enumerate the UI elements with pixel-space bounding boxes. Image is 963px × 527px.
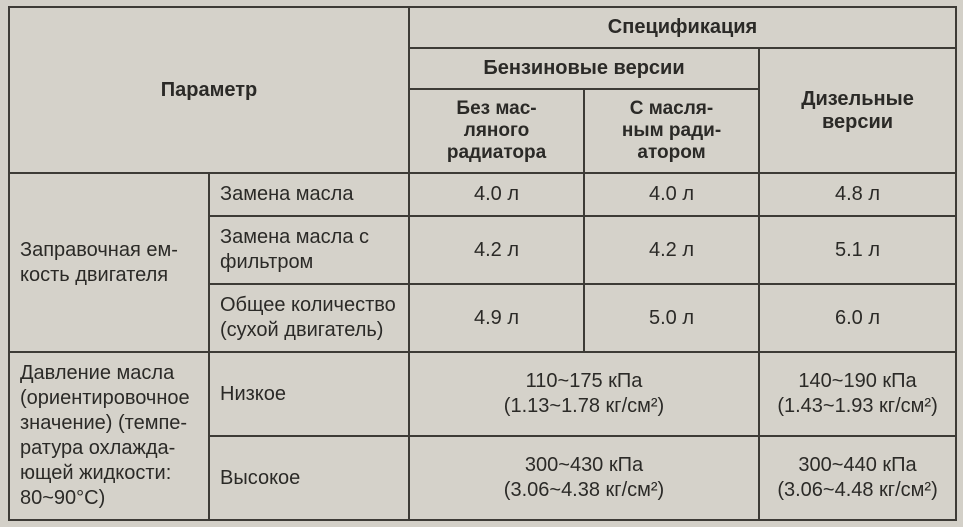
cell-value: 4.2 л xyxy=(409,216,584,284)
table-header-row: Параметр Спецификация xyxy=(9,7,956,48)
table-row: Давление масла(ориентировочноезначение) … xyxy=(9,352,956,436)
row-label: Замена масла xyxy=(209,173,409,216)
header-with-radiator: С масля-ным ради-атором xyxy=(584,89,759,173)
spec-table: Параметр Спецификация Бензиновые версии … xyxy=(8,6,957,521)
table-row: Заправочная ем-кость двигателя Замена ма… xyxy=(9,173,956,216)
row-label: Высокое xyxy=(209,436,409,520)
header-specification: Спецификация xyxy=(409,7,956,48)
cell-value: 300~430 кПа(3.06~4.38 кг/см²) xyxy=(409,436,759,520)
row-label: Низкое xyxy=(209,352,409,436)
group1-title: Заправочная ем-кость двигателя xyxy=(9,173,209,352)
header-parameter: Параметр xyxy=(9,7,409,173)
header-petrol: Бензиновые версии xyxy=(409,48,759,89)
cell-value: 4.0 л xyxy=(409,173,584,216)
cell-value: 300~440 кПа(3.06~4.48 кг/см²) xyxy=(759,436,956,520)
row-label: Замена масла сфильтром xyxy=(209,216,409,284)
group2-title: Давление масла(ориентировочноезначение) … xyxy=(9,352,209,520)
cell-value: 110~175 кПа(1.13~1.78 кг/см²) xyxy=(409,352,759,436)
header-no-radiator: Без мас-ляногорадиатора xyxy=(409,89,584,173)
cell-value: 4.9 л xyxy=(409,284,584,352)
cell-value: 4.0 л xyxy=(584,173,759,216)
row-label: Общее количество(сухой двигатель) xyxy=(209,284,409,352)
cell-value: 140~190 кПа(1.43~1.93 кг/см²) xyxy=(759,352,956,436)
cell-value: 5.1 л xyxy=(759,216,956,284)
cell-value: 4.2 л xyxy=(584,216,759,284)
cell-value: 5.0 л xyxy=(584,284,759,352)
header-diesel: Дизельные версии xyxy=(759,48,956,173)
table-container: Параметр Спецификация Бензиновые версии … xyxy=(0,0,963,527)
cell-value: 4.8 л xyxy=(759,173,956,216)
cell-value: 6.0 л xyxy=(759,284,956,352)
